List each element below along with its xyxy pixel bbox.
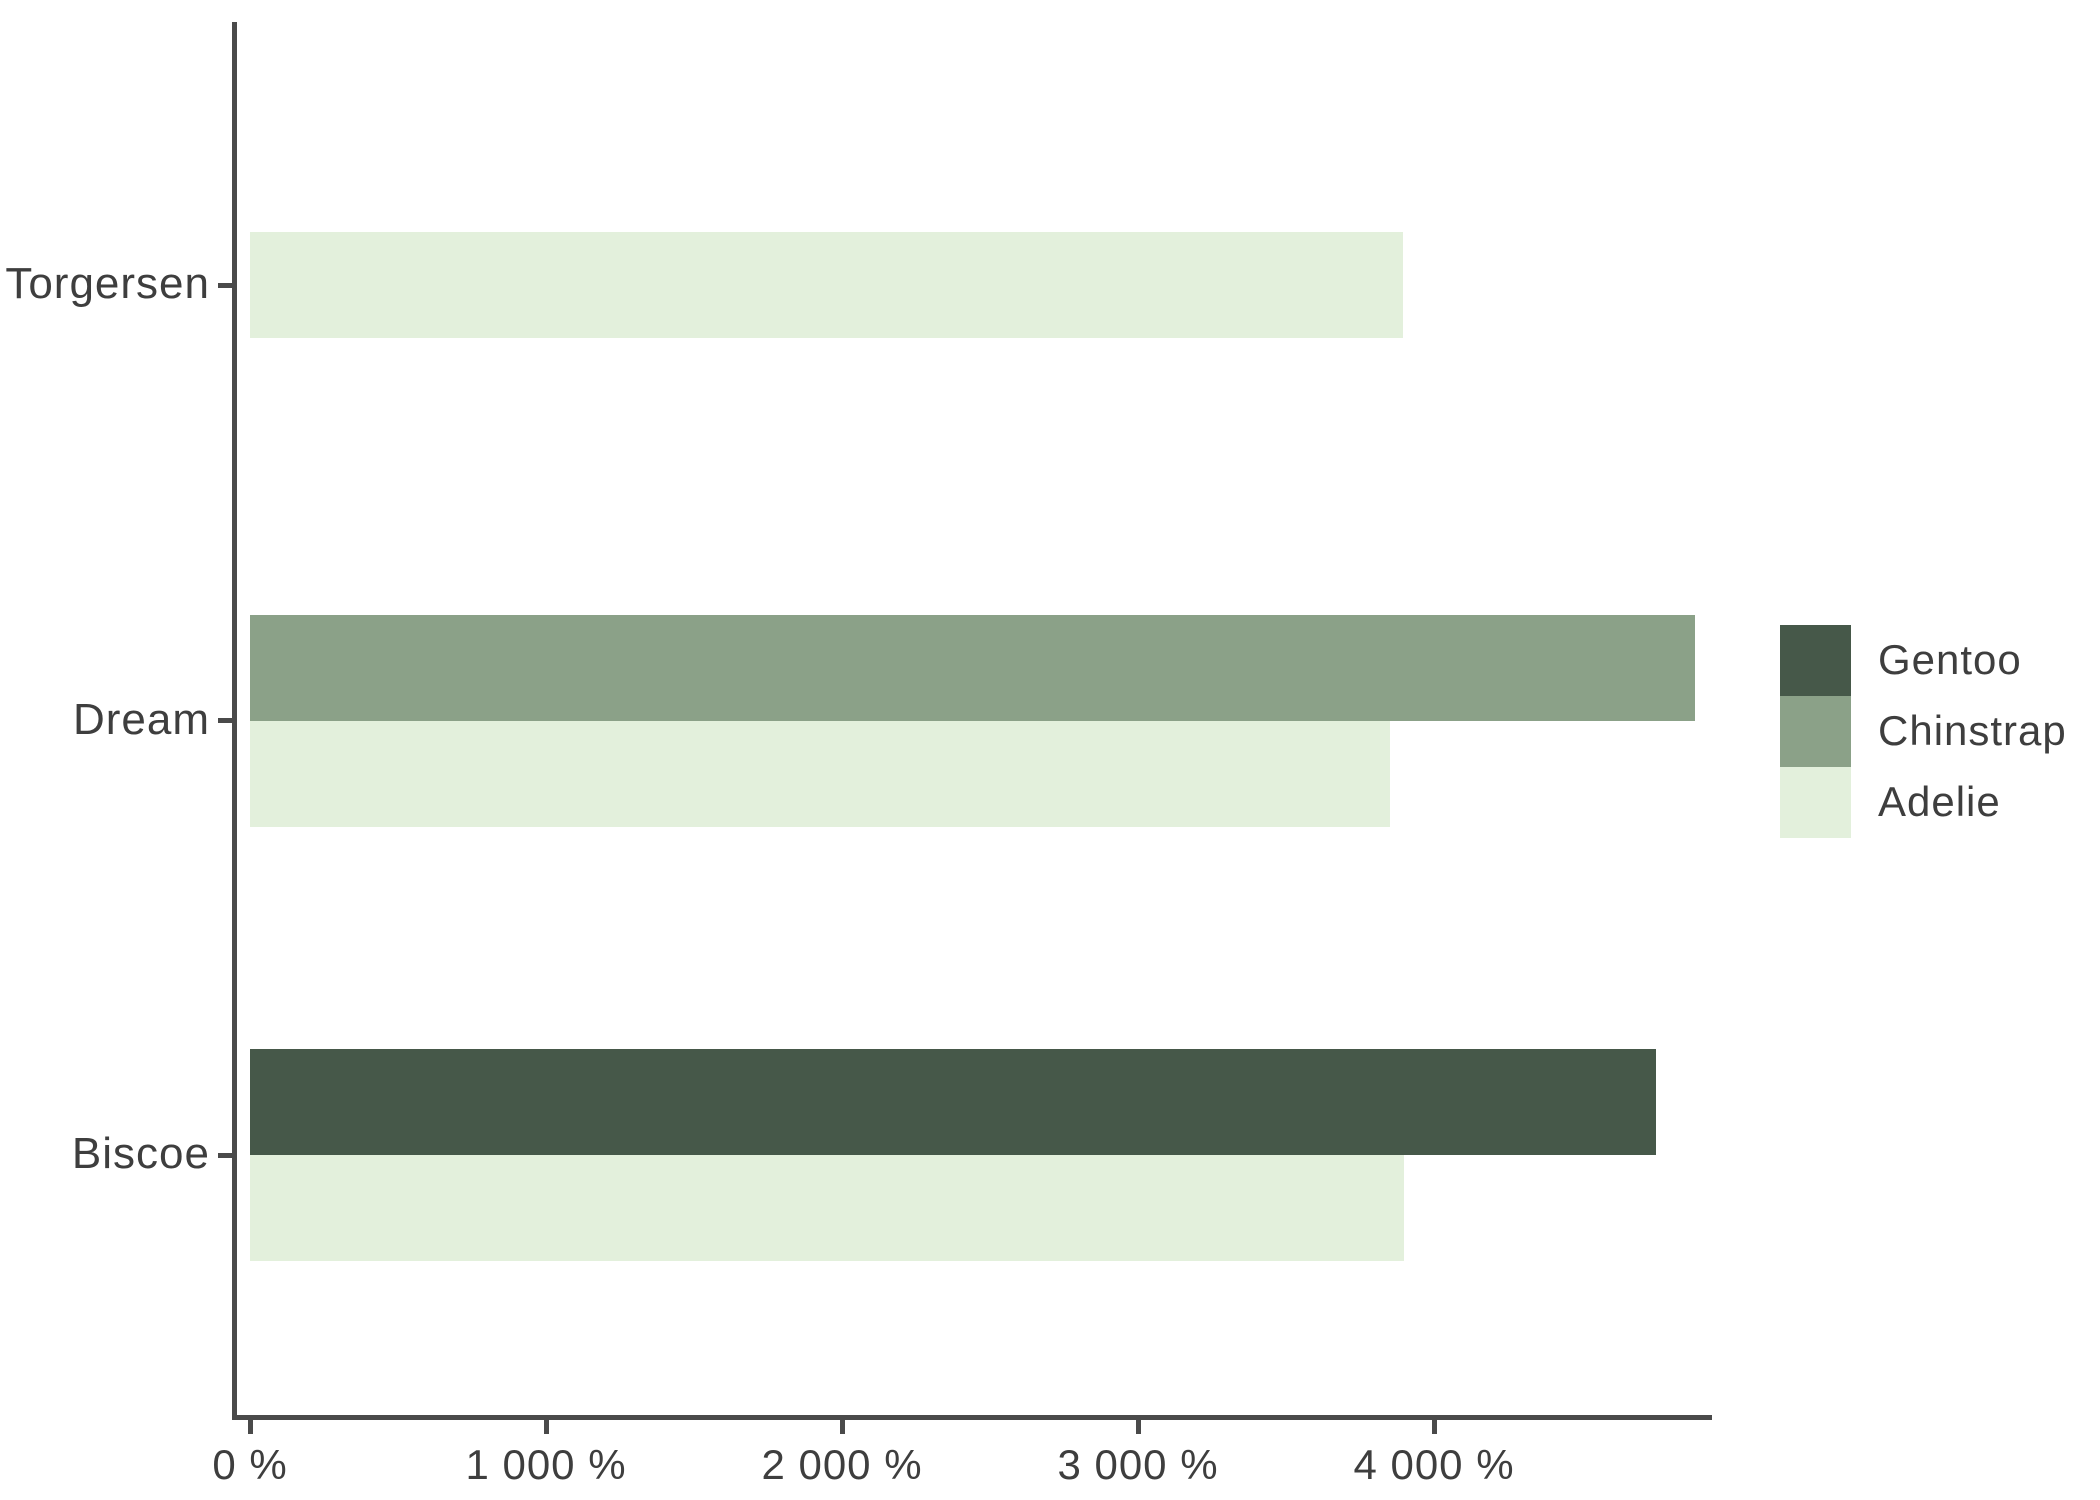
legend-label-adelie: Adelie bbox=[1878, 777, 2001, 825]
x-axis-tick bbox=[839, 1420, 845, 1434]
x-axis-tick-label: 1 000 % bbox=[465, 1441, 627, 1488]
bar-dream-adelie bbox=[250, 720, 1390, 827]
x-axis-tick bbox=[1135, 1420, 1141, 1434]
bar-torgersen-adelie bbox=[250, 232, 1403, 338]
x-axis-tick bbox=[1431, 1420, 1437, 1434]
x-axis-tick bbox=[247, 1420, 253, 1434]
x-axis-line bbox=[232, 1415, 1712, 1420]
y-axis-tick-label: Dream bbox=[72, 694, 210, 744]
legend-label-gentoo: Gentoo bbox=[1878, 635, 2022, 683]
x-axis-tick bbox=[543, 1420, 549, 1434]
y-axis-tick-label: Biscoe bbox=[71, 1129, 210, 1178]
y-axis-tick bbox=[218, 718, 232, 723]
x-axis-tick-label: 0 % bbox=[212, 1441, 288, 1488]
legend-key-adelie bbox=[1780, 767, 1851, 838]
bar-biscoe-gentoo bbox=[250, 1049, 1656, 1155]
x-axis-tick-label: 3 000 % bbox=[1057, 1441, 1219, 1488]
legend-key-chinstrap bbox=[1780, 696, 1851, 767]
y-axis-line bbox=[232, 22, 237, 1420]
legend-label-chinstrap: Chinstrap bbox=[1878, 706, 2067, 754]
x-axis-tick-label: 2 000 % bbox=[761, 1441, 923, 1488]
bar-dream-chinstrap bbox=[250, 614, 1696, 721]
y-axis-tick bbox=[218, 1152, 232, 1158]
y-axis-tick bbox=[218, 282, 232, 288]
y-axis-tick-label: Torgersen bbox=[5, 259, 210, 308]
legend-key-gentoo bbox=[1780, 625, 1851, 696]
bar-biscoe-adelie bbox=[250, 1155, 1404, 1261]
x-axis-tick-label: 4 000 % bbox=[1353, 1441, 1515, 1488]
